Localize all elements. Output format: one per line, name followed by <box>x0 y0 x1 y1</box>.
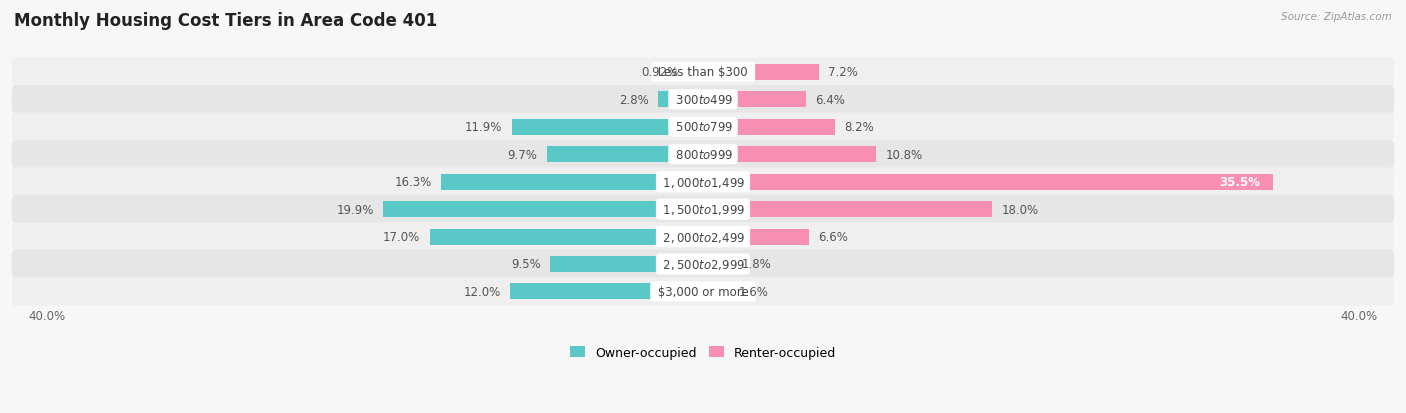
Bar <box>547 147 703 163</box>
Bar <box>703 174 1272 190</box>
FancyBboxPatch shape <box>11 223 1395 251</box>
Text: $1,500 to $1,999: $1,500 to $1,999 <box>659 203 747 216</box>
Text: $1,000 to $1,499: $1,000 to $1,499 <box>659 175 747 189</box>
Bar <box>551 256 703 272</box>
Text: 6.4%: 6.4% <box>815 94 845 107</box>
Text: $800 to $999: $800 to $999 <box>672 148 734 161</box>
Bar <box>510 284 703 300</box>
Text: $2,000 to $2,499: $2,000 to $2,499 <box>659 230 747 244</box>
Text: 6.6%: 6.6% <box>818 230 848 243</box>
FancyBboxPatch shape <box>11 250 1395 279</box>
FancyBboxPatch shape <box>11 195 1395 224</box>
FancyBboxPatch shape <box>11 86 1395 114</box>
Bar <box>703 65 818 81</box>
Text: 7.2%: 7.2% <box>828 66 858 79</box>
Bar <box>703 202 993 218</box>
Bar <box>658 92 703 108</box>
Text: 0.92%: 0.92% <box>641 66 679 79</box>
Text: Source: ZipAtlas.com: Source: ZipAtlas.com <box>1281 12 1392 22</box>
FancyBboxPatch shape <box>11 59 1395 87</box>
Bar <box>703 92 806 108</box>
Bar <box>441 174 703 190</box>
Bar <box>430 229 703 245</box>
Bar <box>512 119 703 135</box>
Text: $500 to $799: $500 to $799 <box>672 121 734 134</box>
Text: 10.8%: 10.8% <box>886 148 924 161</box>
Text: 18.0%: 18.0% <box>1001 203 1039 216</box>
Bar <box>703 119 835 135</box>
FancyBboxPatch shape <box>11 278 1395 306</box>
Bar <box>703 229 808 245</box>
Text: 40.0%: 40.0% <box>28 309 66 322</box>
Text: Monthly Housing Cost Tiers in Area Code 401: Monthly Housing Cost Tiers in Area Code … <box>14 12 437 30</box>
Text: 11.9%: 11.9% <box>465 121 502 134</box>
Bar <box>703 256 733 272</box>
Text: $300 to $499: $300 to $499 <box>672 94 734 107</box>
Text: $2,500 to $2,999: $2,500 to $2,999 <box>659 257 747 271</box>
Text: 8.2%: 8.2% <box>844 121 875 134</box>
Text: 40.0%: 40.0% <box>1340 309 1378 322</box>
FancyBboxPatch shape <box>11 140 1395 169</box>
Text: $3,000 or more: $3,000 or more <box>654 285 752 298</box>
Text: 12.0%: 12.0% <box>464 285 501 298</box>
Text: Less than $300: Less than $300 <box>654 66 752 79</box>
Text: 35.5%: 35.5% <box>1219 176 1260 189</box>
Text: 9.7%: 9.7% <box>508 148 537 161</box>
Bar <box>688 65 703 81</box>
Bar <box>703 284 728 300</box>
Text: 9.5%: 9.5% <box>510 258 541 271</box>
Text: 1.6%: 1.6% <box>738 285 768 298</box>
Text: 2.8%: 2.8% <box>619 94 648 107</box>
Legend: Owner-occupied, Renter-occupied: Owner-occupied, Renter-occupied <box>569 346 837 359</box>
FancyBboxPatch shape <box>11 168 1395 197</box>
Text: 17.0%: 17.0% <box>384 230 420 243</box>
Text: 16.3%: 16.3% <box>395 176 432 189</box>
FancyBboxPatch shape <box>11 113 1395 142</box>
Bar <box>384 202 703 218</box>
Bar <box>703 147 876 163</box>
Text: 19.9%: 19.9% <box>336 203 374 216</box>
Text: 1.8%: 1.8% <box>741 258 772 271</box>
